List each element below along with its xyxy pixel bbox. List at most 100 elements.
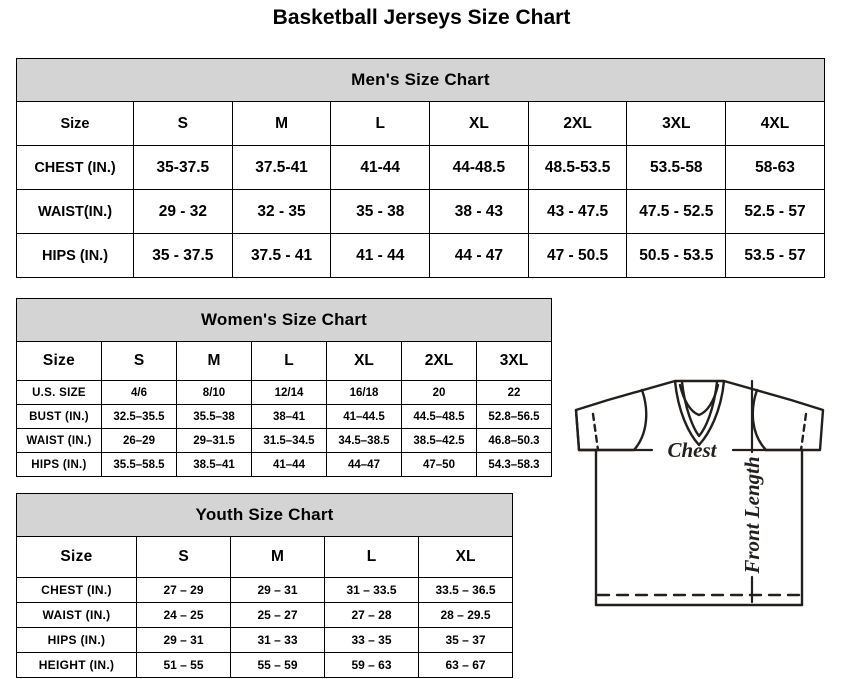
womens-bust-xl: 41–44.5 bbox=[326, 404, 402, 429]
womens-hips-m: 38.5–41 bbox=[176, 452, 252, 477]
youth-hips-l: 33 – 35 bbox=[324, 627, 419, 653]
mens-hips-s: 35 - 37.5 bbox=[133, 233, 233, 278]
table-row: U.S. SIZE 4/6 8/10 12/14 16/18 20 22 bbox=[16, 380, 553, 405]
youth-height-xl: 63 – 67 bbox=[417, 652, 514, 678]
mens-header-3xl: 3XL bbox=[626, 101, 727, 146]
youth-header-size: Size bbox=[16, 536, 137, 578]
mens-chest-l: 41-44 bbox=[330, 145, 431, 190]
womens-size-table: Women's Size Chart Size S M L XL 2XL 3XL… bbox=[15, 298, 553, 477]
mens-waist-xl: 38 - 43 bbox=[429, 189, 529, 234]
womens-hips-xl: 44–47 bbox=[326, 452, 402, 477]
youth-waist-m: 25 – 27 bbox=[230, 602, 325, 628]
mens-header-4xl: 4XL bbox=[725, 101, 825, 146]
mens-banner-row: Men's Size Chart bbox=[16, 58, 825, 102]
mens-header-s: S bbox=[133, 101, 233, 146]
table-row: WAIST (IN.) 24 – 25 25 – 27 27 – 28 28 –… bbox=[16, 602, 514, 628]
chest-label: Chest bbox=[667, 438, 717, 462]
table-row: BUST (IN.) 32.5–35.5 35.5–38 38–41 41–44… bbox=[16, 404, 553, 429]
youth-chest-l: 31 – 33.5 bbox=[324, 577, 419, 603]
womens-waist-m: 29–31.5 bbox=[176, 428, 252, 453]
youth-row-label-height: HEIGHT (IN.) bbox=[16, 652, 137, 678]
womens-us-size-3xl: 22 bbox=[475, 380, 553, 405]
womens-us-size-l: 12/14 bbox=[251, 380, 327, 405]
womens-header-m: M bbox=[176, 341, 252, 381]
womens-row-label-hips: HIPS (IN.) bbox=[16, 452, 102, 477]
mens-hips-4xl: 53.5 - 57 bbox=[725, 233, 825, 278]
jersey-right-sleeve-outline bbox=[722, 379, 825, 452]
mens-waist-4xl: 52.5 - 57 bbox=[725, 189, 825, 234]
youth-hips-m: 31 – 33 bbox=[230, 627, 325, 653]
womens-bust-m: 35.5–38 bbox=[176, 404, 252, 429]
page-title: Basketball Jerseys Size Chart bbox=[272, 6, 571, 29]
youth-size-table: Youth Size Chart Size S M L XL CHEST (IN… bbox=[15, 493, 514, 678]
womens-us-size-s: 4/6 bbox=[101, 380, 177, 405]
youth-banner-title: Youth Size Chart bbox=[15, 493, 514, 537]
womens-bust-l: 38–41 bbox=[251, 404, 327, 429]
womens-row-label-waist: WAIST (IN.) bbox=[16, 428, 102, 453]
mens-row-label-chest: CHEST (IN.) bbox=[16, 145, 134, 190]
mens-row-label-hips: HIPS (IN.) bbox=[16, 233, 134, 278]
mens-chest-3xl: 53.5-58 bbox=[626, 145, 727, 190]
youth-height-l: 59 – 63 bbox=[324, 652, 419, 678]
mens-banner-title: Men's Size Chart bbox=[16, 58, 825, 102]
front-length-label: Front Length bbox=[740, 456, 764, 574]
youth-waist-s: 24 – 25 bbox=[136, 602, 231, 628]
mens-header-l: L bbox=[330, 101, 431, 146]
womens-bust-s: 32.5–35.5 bbox=[101, 404, 177, 429]
mens-hips-2xl: 47 - 50.5 bbox=[527, 233, 628, 278]
mens-hips-m: 37.5 - 41 bbox=[231, 233, 332, 278]
table-row: WAIST(IN.) 29 - 32 32 - 35 35 - 38 38 - … bbox=[16, 189, 825, 234]
youth-height-s: 51 – 55 bbox=[136, 652, 231, 678]
womens-header-l: L bbox=[251, 341, 327, 381]
jersey-right-armhole bbox=[751, 388, 768, 452]
jersey-left-armhole bbox=[632, 388, 648, 452]
youth-row-label-chest: CHEST (IN.) bbox=[16, 577, 137, 603]
womens-bust-3xl: 52.8–56.5 bbox=[475, 404, 553, 429]
youth-waist-xl: 28 – 29.5 bbox=[417, 602, 514, 628]
womens-waist-2xl: 38.5–42.5 bbox=[401, 428, 477, 453]
youth-chest-m: 29 – 31 bbox=[230, 577, 325, 603]
womens-header-row: Size S M L XL 2XL 3XL bbox=[16, 341, 553, 381]
womens-banner-row: Women's Size Chart bbox=[15, 298, 553, 342]
table-row: CHEST (IN.) 35-37.5 37.5-41 41-44 44-48.… bbox=[16, 145, 825, 190]
youth-header-row: Size S M L XL bbox=[16, 536, 514, 578]
mens-header-xl: XL bbox=[429, 101, 529, 146]
mens-chest-s: 35-37.5 bbox=[133, 145, 233, 190]
youth-waist-l: 27 – 28 bbox=[324, 602, 419, 628]
mens-size-table: Men's Size Chart Size S M L XL 2XL 3XL 4… bbox=[16, 58, 825, 278]
youth-chest-s: 27 – 29 bbox=[136, 577, 231, 603]
youth-row-label-waist: WAIST (IN.) bbox=[16, 602, 137, 628]
youth-chest-xl: 33.5 – 36.5 bbox=[417, 577, 514, 603]
mens-header-2xl: 2XL bbox=[527, 101, 628, 146]
mens-waist-3xl: 47.5 - 52.5 bbox=[626, 189, 727, 234]
womens-header-3xl: 3XL bbox=[475, 341, 553, 381]
womens-waist-3xl: 46.8–50.3 bbox=[475, 428, 553, 453]
mens-chest-xl: 44-48.5 bbox=[429, 145, 529, 190]
mens-header-row: Size S M L XL 2XL 3XL 4XL bbox=[16, 101, 825, 146]
jersey-left-shoulder-outline bbox=[574, 379, 677, 452]
table-row: HIPS (IN.) 35 - 37.5 37.5 - 41 41 - 44 4… bbox=[16, 233, 825, 278]
jersey-measurement-diagram: Chest Front Length bbox=[556, 352, 843, 652]
mens-waist-m: 32 - 35 bbox=[231, 189, 332, 234]
table-row: HEIGHT (IN.) 51 – 55 55 – 59 59 – 63 63 … bbox=[16, 652, 514, 678]
youth-header-l: L bbox=[324, 536, 419, 578]
youth-header-s: S bbox=[136, 536, 231, 578]
jersey-left-sleeve-outline bbox=[574, 408, 636, 452]
womens-header-s: S bbox=[101, 341, 177, 381]
mens-waist-l: 35 - 38 bbox=[330, 189, 431, 234]
jersey-collar-rib-arc bbox=[678, 383, 720, 417]
mens-chest-m: 37.5-41 bbox=[231, 145, 332, 190]
mens-waist-s: 29 - 32 bbox=[133, 189, 233, 234]
womens-banner-title: Women's Size Chart bbox=[15, 298, 553, 342]
womens-header-xl: XL bbox=[326, 341, 402, 381]
youth-hips-xl: 35 – 37 bbox=[417, 627, 514, 653]
mens-chest-2xl: 48.5-53.5 bbox=[527, 145, 628, 190]
mens-hips-xl: 44 - 47 bbox=[429, 233, 529, 278]
womens-waist-l: 31.5–34.5 bbox=[251, 428, 327, 453]
mens-waist-2xl: 43 - 47.5 bbox=[527, 189, 628, 234]
womens-hips-s: 35.5–58.5 bbox=[101, 452, 177, 477]
womens-us-size-xl: 16/18 bbox=[326, 380, 402, 405]
youth-row-label-hips: HIPS (IN.) bbox=[16, 627, 137, 653]
mens-hips-3xl: 50.5 - 53.5 bbox=[626, 233, 727, 278]
womens-row-label-bust: BUST (IN.) bbox=[16, 404, 102, 429]
